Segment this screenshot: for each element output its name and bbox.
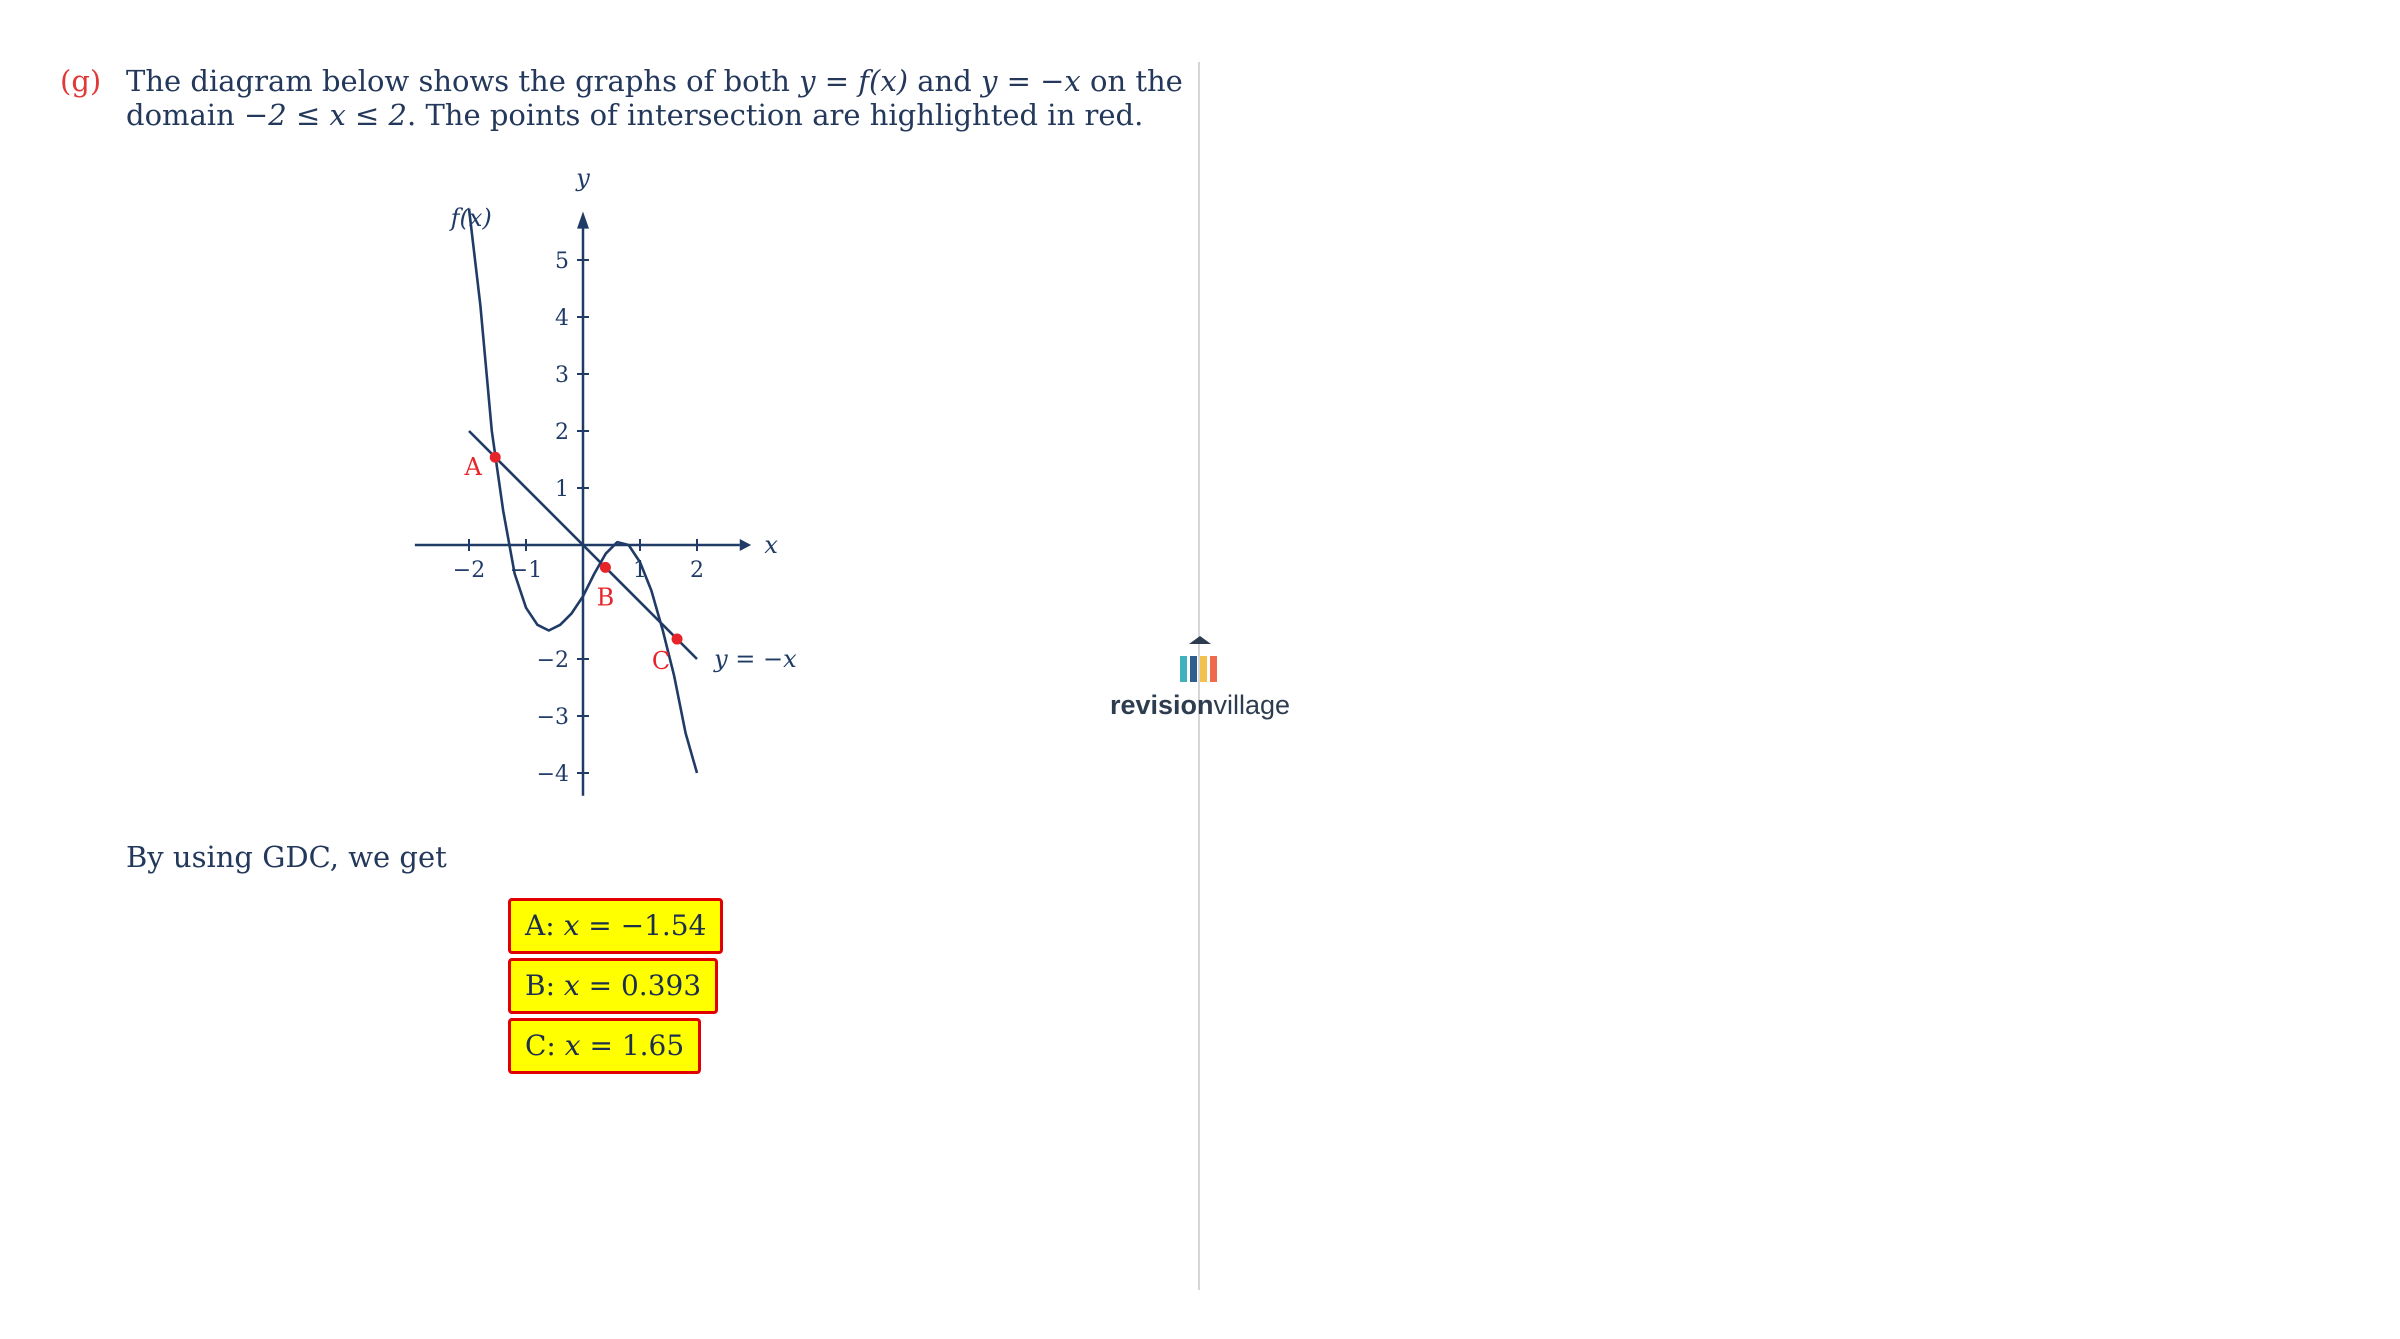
answer-c-var: x (564, 1029, 581, 1062)
page-divider (1198, 62, 1200, 1290)
answer-a-value: = −1.54 (579, 909, 707, 942)
question-text-1e: on the (1080, 64, 1183, 98)
x-tick-label: −2 (453, 558, 485, 583)
brand-logo-icon (1180, 636, 1217, 682)
curve-fx (467, 208, 699, 774)
brand-name-bold: revision (1109, 690, 1214, 720)
x-tick-label: 2 (690, 558, 704, 583)
math-domain: −2 ≤ x ≤ 2 (243, 98, 408, 132)
x-axis-arrow (739, 539, 752, 551)
question-text-1c: and (908, 64, 981, 98)
y-tick-label: 5 (555, 249, 569, 274)
y-tick-label: −4 (537, 762, 569, 787)
answer-b-box: B: x = 0.393 (508, 958, 719, 1014)
y-tick-label: 1 (555, 477, 569, 502)
question-text-2a: domain (126, 98, 244, 132)
y-tick-label: 4 (555, 306, 569, 331)
point-label-b: B (597, 583, 615, 611)
y-tick-label: 2 (555, 420, 569, 445)
answer-b-value: = 0.393 (579, 969, 702, 1002)
answer-a-box: A: x = −1.54 (508, 898, 724, 954)
y-axis-label: y (575, 164, 590, 192)
line-y-equals-minus-x (468, 430, 698, 660)
point-label-a: A (464, 453, 483, 481)
x-axis-label: x (764, 531, 778, 559)
gdc-text: By using GDC, we get (126, 840, 447, 874)
x-tick-label: 1 (633, 558, 647, 583)
brand-name-light: village (1213, 690, 1291, 720)
series-label-y-minus-x: y = −x (713, 645, 797, 673)
question-text-2c: . The points of intersection are highlig… (407, 98, 1144, 132)
math-y-equals-minus-x: y = −x (980, 64, 1081, 98)
question-line-1: The diagram below shows the graphs of bo… (126, 64, 1183, 98)
y-tick-label: −3 (537, 705, 569, 730)
answer-a-label: A: (525, 909, 564, 942)
answer-c-label: C: (525, 1029, 565, 1062)
answer-a-var: x (563, 909, 580, 942)
y-tick-label: −2 (537, 648, 569, 673)
math-y-equals-fx: y = f(x) (799, 64, 909, 98)
question-line-2: domain −2 ≤ x ≤ 2. The points of interse… (126, 98, 1143, 132)
answer-b-label: B: (525, 969, 564, 1002)
question-label: (g) (60, 64, 102, 98)
intersection-point-c (671, 633, 683, 645)
y-axis-arrow (577, 211, 589, 229)
y-tick-label: 3 (555, 363, 569, 388)
answer-c-box: C: x = 1.65 (508, 1018, 702, 1074)
answer-b-var: x (563, 969, 580, 1002)
answer-c-value: = 1.65 (580, 1029, 685, 1062)
brand-name: revisionvillage (1108, 690, 1292, 721)
series-label-fx: f(x) (449, 204, 492, 232)
intersection-point-a (489, 451, 501, 463)
brand-logo: revisionvillage (1108, 632, 1292, 728)
question-text-1a: The diagram below shows the graphs of bo… (126, 64, 800, 98)
point-label-c: C (652, 647, 670, 675)
intersection-point-b (599, 561, 611, 573)
